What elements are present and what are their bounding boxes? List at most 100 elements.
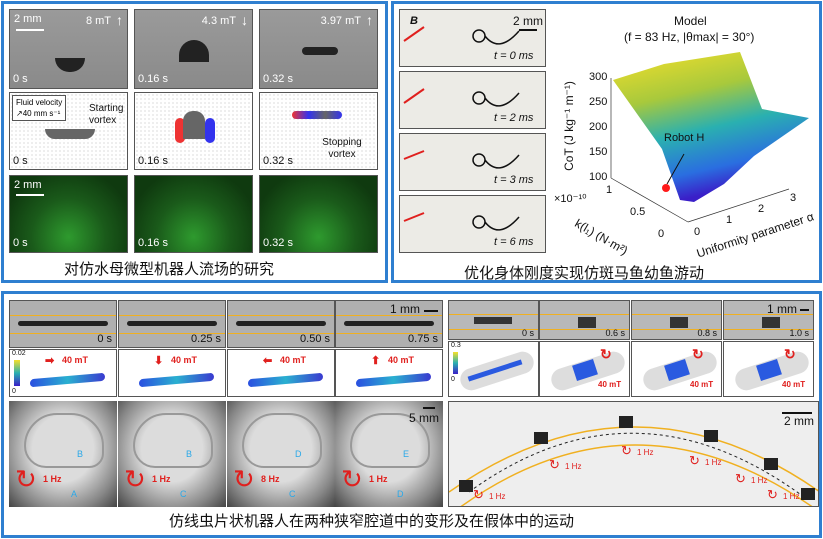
frequency-label: 8 Hz	[261, 474, 280, 484]
scale-label: 1 mm	[767, 302, 797, 316]
path-label: B	[77, 449, 84, 459]
z-tick: 100	[589, 171, 608, 183]
brain-outline	[133, 413, 213, 468]
frequency-label: 1 Hz	[43, 474, 62, 484]
trajectory	[468, 432, 805, 498]
y-axis	[610, 177, 689, 223]
jellyfish-robot	[302, 47, 338, 55]
jelly-photo-0: 2 mm 8 mT ↑ 0 s	[9, 9, 128, 89]
fluorescence-0: 2 mm 0 s	[9, 175, 128, 253]
caption: 仿线虫片状机器人在两种狭窄腔道中的变形及在假体中的运动	[169, 512, 575, 530]
time-label: 0.16 s	[138, 237, 168, 249]
caption: 优化身体刚度实现仿斑马鱼幼鱼游动	[464, 264, 705, 282]
sheet-robot	[762, 317, 780, 328]
field-arrow-icon	[403, 212, 425, 222]
time-label: 0.6 s	[605, 328, 625, 338]
jellyfish-robot	[179, 40, 209, 62]
legend-value-text: 40 mm s⁻¹	[22, 109, 61, 118]
fluorescence-1: 0.16 s	[134, 175, 253, 253]
tube-simulation: ↻ 40 mT	[723, 341, 814, 397]
colorbar-min: 0	[451, 376, 455, 383]
fish-frame-3	[399, 195, 546, 253]
scale-bar	[424, 310, 438, 312]
frequency-label: 1 Hz	[565, 462, 582, 471]
rotation-icon: ↻	[233, 464, 255, 494]
colorbar-max: 0.3	[451, 342, 461, 349]
channel-wall	[449, 329, 538, 330]
channel-wall	[632, 329, 721, 330]
rotation-icon: ↻	[784, 346, 796, 362]
scale-bar	[782, 412, 812, 414]
brain-outline	[350, 413, 430, 468]
robot-shape	[45, 129, 95, 139]
channel-wall	[336, 333, 442, 334]
tube-photo: 1.0 s 1 mm	[723, 300, 814, 340]
flow-field-1: 0.16 s	[134, 92, 253, 170]
sheet-robot	[578, 317, 596, 328]
z-tick: 300	[589, 71, 608, 83]
brain-outline	[24, 413, 104, 468]
time-label: 0.32 s	[263, 73, 293, 85]
rotation-icon: ↻	[692, 346, 704, 362]
field-label: 3.97 mT	[320, 15, 361, 27]
velocity-legend: Fluid velocity ↗40 mm s⁻¹	[12, 95, 67, 121]
worm-robot	[344, 321, 434, 326]
path-label: B	[186, 449, 193, 459]
brain-phantom-photo: ↻ 1 Hz E D 5 mm	[335, 401, 443, 507]
robot-shape	[183, 111, 205, 139]
colorbar-min: 0	[12, 388, 16, 395]
path-label: E	[403, 449, 410, 459]
frequency-label: 1 Hz	[751, 476, 768, 485]
channel-wall	[540, 329, 629, 330]
frequency-label: 1 Hz	[783, 492, 800, 501]
annotation-label: Robot H	[664, 132, 705, 144]
worm-robot	[127, 321, 217, 326]
rotation-icon: ↻	[549, 457, 560, 472]
caption: 对仿水母微型机器人流场的研究	[64, 260, 275, 278]
chart-subtitle: (f = 83 Hz, |θmax| = 30°)	[624, 30, 755, 44]
y-tick: 0.5	[630, 206, 646, 218]
tube-simulation: ↻ 40 mT	[539, 341, 630, 397]
time-label: 0.32 s	[263, 155, 293, 167]
sheet-robot	[764, 458, 778, 470]
path-label: C	[289, 489, 296, 499]
channel-wall	[449, 314, 538, 315]
field-arrow-icon	[403, 26, 425, 42]
y-tick: 0	[658, 228, 665, 240]
path-label: C	[180, 489, 187, 499]
tube-photo: 0.6 s	[539, 300, 630, 340]
flow-field-2: Stopping vortex 0.32 s	[259, 92, 378, 170]
arrow-up-icon: ↑	[366, 12, 373, 28]
time-label: 0.16 s	[138, 73, 168, 85]
fish-frame-art	[403, 150, 520, 169]
field-label: B	[410, 15, 418, 27]
x-tick: 3	[790, 192, 797, 204]
fluorescence-2: 0.32 s	[259, 175, 378, 253]
y-tick: 1	[606, 184, 613, 196]
frequency-label: 1 Hz	[369, 474, 388, 484]
starting-vortex-label: Starting vortex	[89, 103, 124, 126]
field-label: 40 mT	[62, 355, 89, 365]
x-tick: 2	[758, 203, 765, 215]
tube-simulation: ↻ 40 mT	[631, 341, 722, 397]
frequency-label: 1 Hz	[637, 448, 654, 457]
panel-worm: 仿线虫片状机器人在两种狭窄腔道中的变形及在假体中的运动 0 s ➡ 40 mT 0.0…	[1, 291, 822, 538]
worm-strip-photo: 0.50 s	[227, 300, 335, 348]
worm-simulation: ⬅ 40 mT	[227, 349, 335, 397]
time-label: 0.32 s	[263, 237, 293, 249]
scale-label: 5 mm	[409, 411, 439, 425]
fish-tail	[484, 30, 520, 45]
fish-tail	[484, 154, 520, 169]
frequency-label: 1 Hz	[705, 458, 722, 467]
deformed-strip	[139, 372, 214, 388]
worm-robot	[236, 321, 326, 326]
worm-strip-photo: 0 s	[9, 300, 117, 348]
y-exponent: ×10⁻¹⁰	[554, 193, 587, 205]
fish-frame-art	[403, 26, 520, 45]
panel-jellyfish: 2 mm 8 mT ↑ 0 s 4.3 mT ↓ 0.16 s 3.97 mT …	[1, 1, 388, 283]
deformed-strip	[248, 372, 323, 388]
sheet-robot	[670, 317, 688, 328]
frequency-label: 1 Hz	[489, 492, 506, 501]
sheet-robot	[534, 432, 548, 444]
worm-strip-photo: 0.25 s	[118, 300, 226, 348]
